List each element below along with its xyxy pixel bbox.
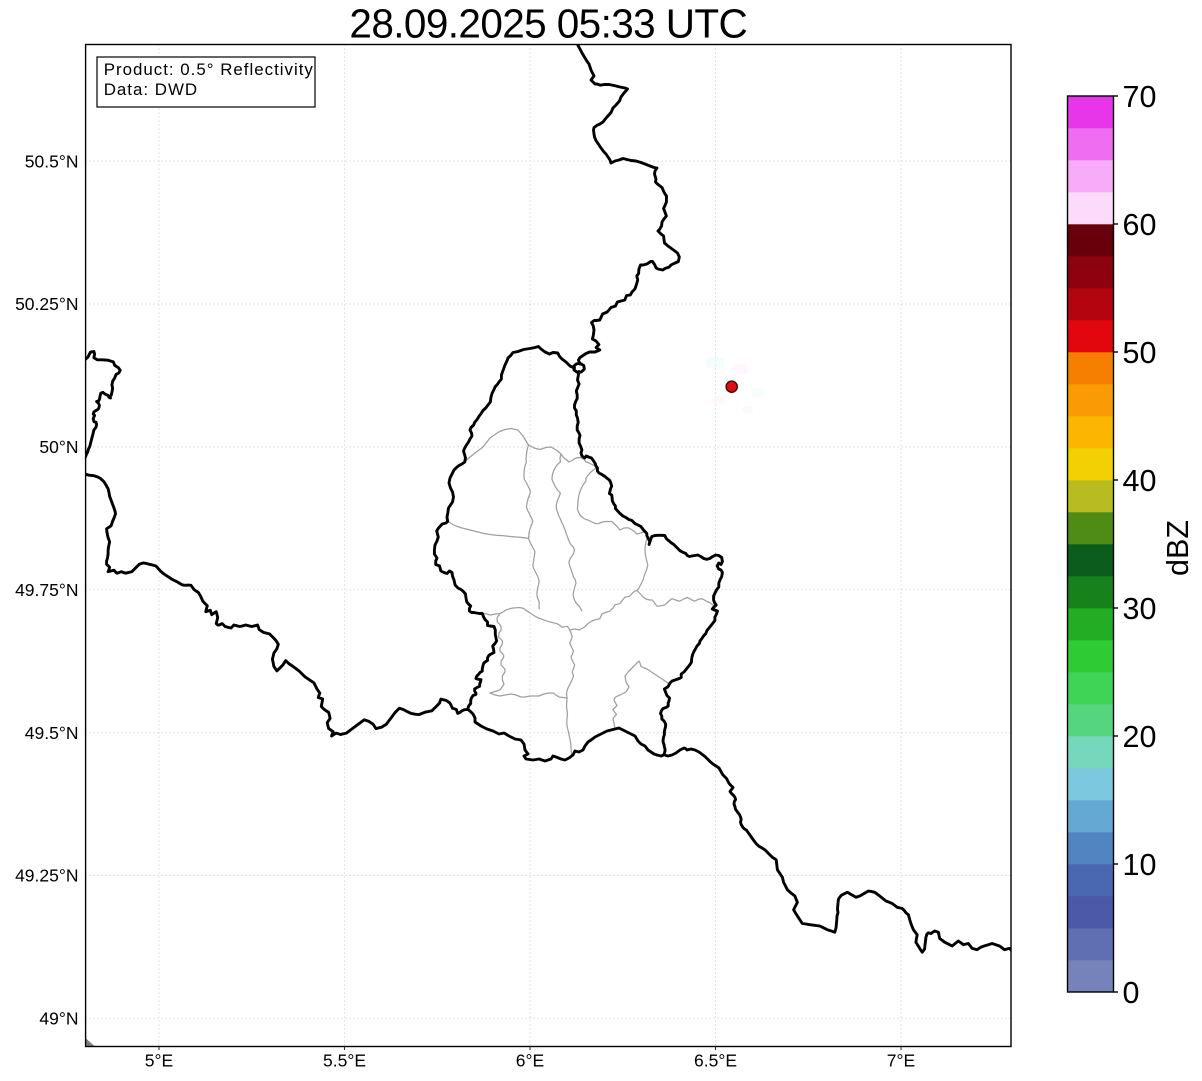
svg-text:50: 50	[1123, 336, 1157, 370]
svg-text:50.25°N: 50.25°N	[15, 294, 78, 314]
svg-text:28.09.2025 05:33 UTC: 28.09.2025 05:33 UTC	[349, 1, 747, 47]
svg-text:49.75°N: 49.75°N	[15, 580, 78, 600]
svg-text:dBZ: dBZ	[1161, 520, 1195, 576]
svg-text:20: 20	[1123, 720, 1157, 754]
svg-text:49.25°N: 49.25°N	[15, 866, 78, 886]
svg-text:5°E: 5°E	[145, 1051, 173, 1071]
svg-text:0: 0	[1123, 976, 1140, 1010]
svg-text:60: 60	[1123, 208, 1157, 242]
svg-text:5.5°E: 5.5°E	[323, 1051, 366, 1071]
svg-text:49.5°N: 49.5°N	[25, 723, 79, 743]
svg-text:10: 10	[1123, 848, 1157, 882]
svg-text:7°E: 7°E	[887, 1051, 915, 1071]
svg-text:Product: 0.5° Reflectivity: Product: 0.5° Reflectivity	[104, 60, 314, 79]
svg-text:50°N: 50°N	[39, 437, 78, 457]
svg-text:6.5°E: 6.5°E	[694, 1051, 737, 1071]
svg-text:Data: DWD: Data: DWD	[104, 80, 198, 99]
svg-text:30: 30	[1123, 592, 1157, 626]
svg-text:40: 40	[1123, 464, 1157, 498]
svg-text:49°N: 49°N	[39, 1009, 78, 1029]
svg-text:50.5°N: 50.5°N	[25, 151, 79, 171]
svg-text:6°E: 6°E	[516, 1051, 544, 1071]
svg-text:70: 70	[1123, 80, 1157, 114]
